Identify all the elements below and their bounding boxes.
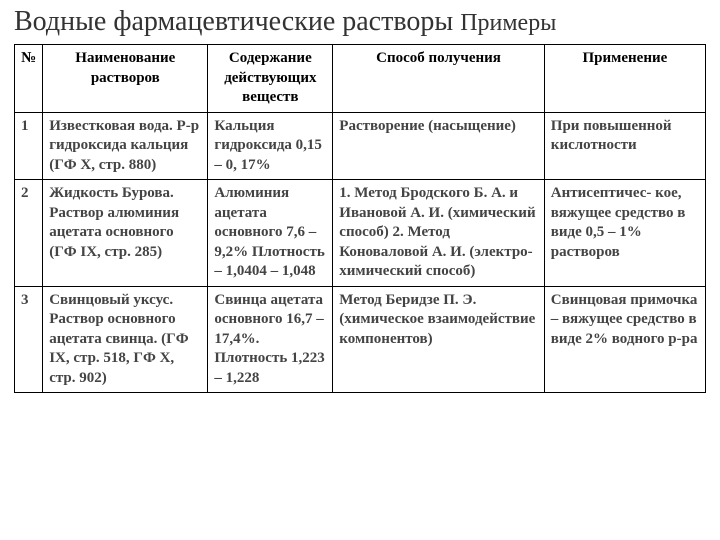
cell-method: 1. Метод Бродского Б. А. и Ивановой А. И… bbox=[333, 180, 545, 287]
cell-name: Жидкость Бурова. Раствор алюминия ацетат… bbox=[43, 180, 208, 287]
cell-num: 2 bbox=[15, 180, 43, 287]
cell-name: Свинцовый уксус. Раствор основного ацета… bbox=[43, 286, 208, 393]
slide: Водные фармацевтические растворы Примеры… bbox=[0, 0, 720, 540]
table-header-row: № Наименование растворов Содержание дейс… bbox=[15, 45, 706, 113]
solutions-table: № Наименование растворов Содержание дейс… bbox=[14, 44, 706, 393]
cell-num: 1 bbox=[15, 112, 43, 180]
cell-use: Антисептичес- кое, вяжущее средство в ви… bbox=[544, 180, 705, 287]
col-method: Способ получения bbox=[333, 45, 545, 113]
col-name: Наименование растворов bbox=[43, 45, 208, 113]
cell-content: Кальция гидроксида 0,15 – 0, 17% bbox=[208, 112, 333, 180]
table-row: 3 Свинцовый уксус. Раствор основного аце… bbox=[15, 286, 706, 393]
table-row: 1 Известковая вода. Р-р гидроксида кальц… bbox=[15, 112, 706, 180]
title-main: Водные фармацевтические растворы bbox=[14, 6, 460, 37]
table-row: 2 Жидкость Бурова. Раствор алюминия ацет… bbox=[15, 180, 706, 287]
cell-method: Метод Беридзе П. Э. (химическое взаимоде… bbox=[333, 286, 545, 393]
col-use: Применение bbox=[544, 45, 705, 113]
col-num: № bbox=[15, 45, 43, 113]
title-sub: Примеры bbox=[460, 10, 556, 36]
col-content: Содержание действующих веществ bbox=[208, 45, 333, 113]
cell-name: Известковая вода. Р-р гидроксида кальция… bbox=[43, 112, 208, 180]
cell-content: Свинца ацетата основного 16,7 – 17,4%. П… bbox=[208, 286, 333, 393]
cell-method: Растворение (насыщение) bbox=[333, 112, 545, 180]
cell-content: Алюминия ацетата основного 7,6 – 9,2% Пл… bbox=[208, 180, 333, 287]
cell-use: Свинцовая примочка – вяжущее средство в … bbox=[544, 286, 705, 393]
cell-num: 3 bbox=[15, 286, 43, 393]
cell-use: При повышенной кислотности bbox=[544, 112, 705, 180]
slide-title: Водные фармацевтические растворы Примеры bbox=[14, 6, 706, 38]
